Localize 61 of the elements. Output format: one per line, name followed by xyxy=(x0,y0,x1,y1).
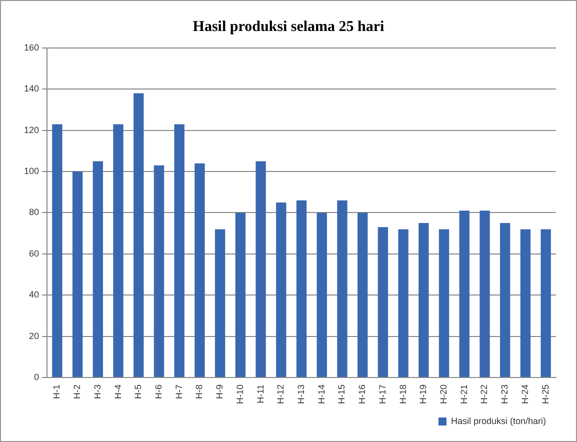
x-tick-label: H-3 xyxy=(92,384,102,400)
x-tick-label: H-22 xyxy=(479,384,490,404)
x-tick-label: H-9 xyxy=(214,384,225,400)
x-tick-label: H-17 xyxy=(377,384,388,404)
bar xyxy=(398,229,408,377)
y-tick-label: 40 xyxy=(29,290,40,300)
legend-label: Hasil produksi (ton/hari) xyxy=(450,416,546,426)
bar xyxy=(134,93,144,377)
bar xyxy=(154,165,164,377)
y-tick-label: 120 xyxy=(24,124,40,135)
x-tick-label: H-16 xyxy=(357,384,368,404)
x-tick-label: H-19 xyxy=(418,384,428,404)
y-tick-label: 60 xyxy=(29,248,40,258)
bar xyxy=(194,163,205,377)
x-tick-label: H-10 xyxy=(234,384,245,404)
x-tick-label: H-21 xyxy=(458,384,469,404)
x-tick-label: H-20 xyxy=(438,384,449,404)
x-tick-label: H-25 xyxy=(540,384,550,404)
bar xyxy=(276,202,286,377)
bar xyxy=(113,124,124,377)
bar xyxy=(480,210,490,377)
bar xyxy=(174,124,184,377)
y-tick-label: 140 xyxy=(24,84,40,94)
bar xyxy=(92,161,104,377)
bar xyxy=(256,161,266,377)
bar xyxy=(72,172,83,377)
x-tick-label: H-14 xyxy=(316,384,326,404)
bar xyxy=(214,229,226,377)
bar xyxy=(378,227,388,377)
bar xyxy=(337,200,348,377)
y-tick-label: 160 xyxy=(24,42,40,52)
y-tick-label: 0 xyxy=(34,372,40,382)
bar xyxy=(459,210,470,377)
bar xyxy=(52,124,62,377)
x-tick-label: H-24 xyxy=(520,384,530,404)
bar xyxy=(500,223,510,377)
x-tick-label: H-2 xyxy=(72,384,82,400)
bar xyxy=(438,229,450,377)
x-tick-label: H-5 xyxy=(133,384,144,400)
x-tick-label: H-15 xyxy=(336,384,347,404)
x-tick-label: H-1 xyxy=(52,384,62,400)
y-tick-label: 80 xyxy=(29,207,40,218)
chart-title: Hasil produksi selama 25 hari xyxy=(192,18,384,35)
x-tick-label: H-4 xyxy=(112,384,123,400)
bar xyxy=(296,200,307,377)
bar xyxy=(540,229,551,377)
bar xyxy=(357,212,368,377)
x-tick-label: H-13 xyxy=(296,384,306,404)
bar xyxy=(235,212,246,377)
y-tick-label: 20 xyxy=(29,330,40,341)
x-tick-label: H-11 xyxy=(255,384,266,404)
bar xyxy=(418,223,429,377)
x-tick-label: H-18 xyxy=(398,384,408,404)
x-tick-label: H-12 xyxy=(276,384,286,404)
bar xyxy=(520,229,531,377)
y-tick-label: 100 xyxy=(24,166,40,176)
bar xyxy=(316,212,327,377)
x-tick-label: H-23 xyxy=(500,384,510,404)
x-tick-label: H-6 xyxy=(153,384,164,400)
x-tick-label: H-7 xyxy=(174,384,184,400)
x-tick-label: H-8 xyxy=(194,384,204,400)
